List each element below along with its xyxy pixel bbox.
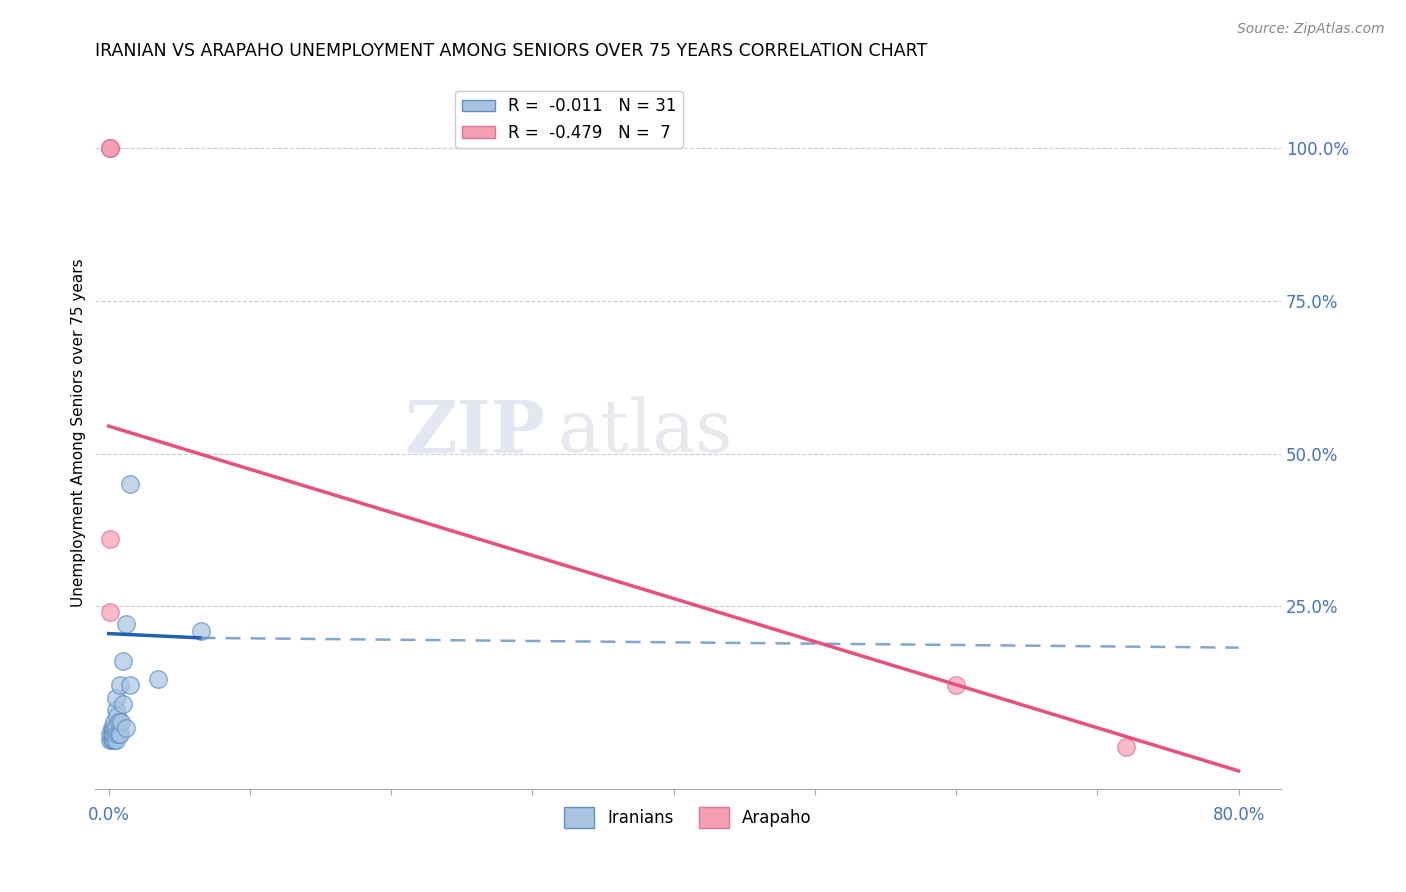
Point [105,727,128,741]
Point [101,733,124,747]
Point [100,727,122,741]
Point [98,532,121,546]
Point [98,727,121,741]
Point [107,715,129,730]
Point [118,678,141,692]
Point [114,721,136,735]
Point [98,141,121,155]
Point [103,721,125,735]
Point [111,654,134,668]
Point [104,733,127,747]
Point [190,624,212,638]
Point [98,733,121,747]
Point [98,141,121,155]
Point [111,697,134,711]
Text: Source: ZipAtlas.com: Source: ZipAtlas.com [1237,22,1385,37]
Point [110,715,132,730]
Text: IRANIAN VS ARAPAHO UNEMPLOYMENT AMONG SENIORS OVER 75 YEARS CORRELATION CHART: IRANIAN VS ARAPAHO UNEMPLOYMENT AMONG SE… [94,42,927,60]
Point [104,703,127,717]
Text: 0.0%: 0.0% [87,805,129,824]
Point [114,617,136,632]
Point [98,605,121,619]
Point [104,690,127,705]
Point [103,733,125,747]
Text: ZIP: ZIP [405,397,546,467]
Point [103,715,125,730]
Point [101,721,124,735]
Point [100,733,122,747]
Text: 80.0%: 80.0% [1212,805,1265,824]
Text: atlas: atlas [557,397,733,467]
Point [1115,739,1137,754]
Point [108,727,131,741]
Point [107,727,129,741]
Legend: Iranians, Arapaho: Iranians, Arapaho [557,801,818,834]
Point [105,709,128,723]
Point [108,678,131,692]
Point [104,721,127,735]
Y-axis label: Unemployment Among Seniors over 75 years: Unemployment Among Seniors over 75 years [72,258,86,607]
Point [118,477,141,491]
Point [101,727,124,741]
Point [98,141,121,155]
Point [103,727,125,741]
Point [945,678,967,692]
Point [100,721,122,735]
Point [146,673,169,687]
